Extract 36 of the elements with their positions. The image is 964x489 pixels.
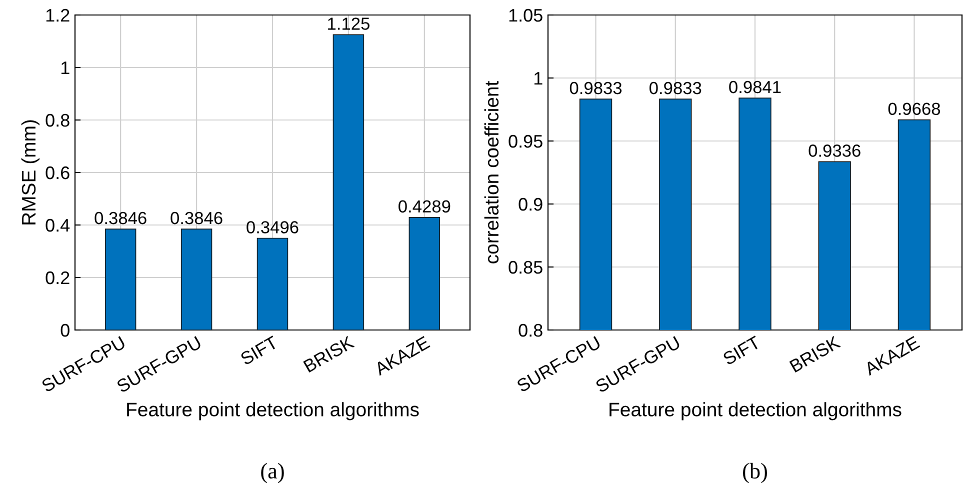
data-label: 0.3496 <box>246 221 298 234</box>
x-tick-label: SIFT <box>722 335 762 366</box>
bar <box>332 34 364 330</box>
y-tick-label: 0.95 <box>508 134 542 148</box>
bar <box>104 228 136 330</box>
y-tick-label: 0.4 <box>46 218 70 232</box>
data-label: 0.9833 <box>570 82 622 94</box>
data-label: 0.9668 <box>888 102 940 116</box>
y-tick-label: 0 <box>60 324 70 337</box>
bar <box>408 216 440 330</box>
data-label: 0.9841 <box>729 80 781 94</box>
y-tick-label: 1 <box>534 72 542 85</box>
x-axis-title: Feature point detection algorithms <box>127 402 419 420</box>
x-tick-label: SIFT <box>240 335 279 366</box>
y-tick-label: 1 <box>61 62 70 74</box>
y-tick-label: 1.2 <box>46 8 70 22</box>
data-label: 0.4289 <box>398 200 450 213</box>
data-label: 0.9336 <box>808 144 860 157</box>
data-label: 0.9833 <box>650 82 702 94</box>
y-tick-label: 1.05 <box>509 8 542 22</box>
y-tick-label: 0.8 <box>46 114 70 127</box>
text: (b) <box>743 462 767 484</box>
text: (a) <box>261 462 284 484</box>
data-label: 0.3846 <box>94 212 146 224</box>
y-tick-label: 0.9 <box>518 198 542 211</box>
y-tick-label: 0.2 <box>46 271 70 284</box>
data-label: 0.3846 <box>170 212 222 224</box>
bar <box>180 228 212 330</box>
data-label: 1.125 <box>328 18 370 30</box>
y-tick-label: 0.85 <box>508 260 542 274</box>
y-tick-label: 0.6 <box>46 166 70 180</box>
y-tick-label: 0.8 <box>518 324 542 337</box>
bar <box>256 238 288 330</box>
y-axis-title: RMSE (mm) <box>21 120 40 224</box>
x-axis-title: Feature point detection algorithms <box>610 402 902 420</box>
y-axis-title: correlation coefficient <box>484 80 499 264</box>
